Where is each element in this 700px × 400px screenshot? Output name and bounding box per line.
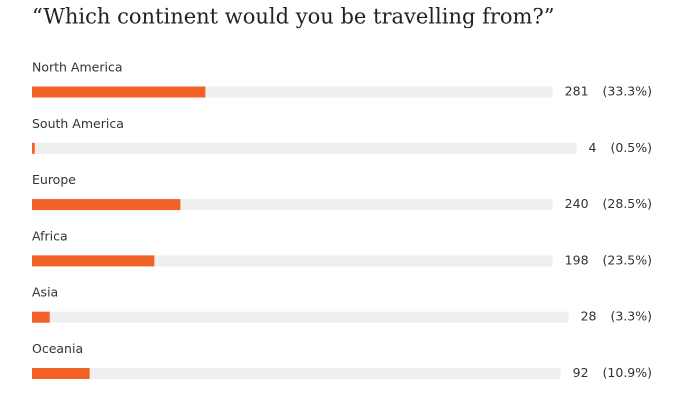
count-label: 92: [573, 365, 589, 380]
chart-title: “Which continent would you be travelling…: [32, 5, 554, 29]
category-label: South America: [32, 116, 124, 131]
percent-label: (0.5%): [610, 140, 652, 155]
count-label: 4: [589, 140, 597, 155]
category-label: Africa: [32, 228, 68, 243]
bar-track: [32, 368, 561, 379]
bar-track: [32, 311, 569, 323]
bar: [32, 199, 181, 211]
category-label: North America: [32, 60, 123, 75]
count-label: 198: [565, 252, 589, 267]
count-label: 240: [565, 196, 589, 211]
percent-label: (33.3%): [603, 84, 652, 99]
bar-track: [32, 86, 553, 98]
bar: [32, 368, 90, 379]
bar: [32, 142, 35, 154]
percent-label: (23.5%): [603, 252, 652, 267]
bar-track: [32, 199, 553, 211]
bar-track: [32, 255, 553, 267]
bar: [32, 86, 206, 98]
percent-label: (10.9%): [603, 365, 652, 380]
category-label: Asia: [32, 285, 58, 300]
category-label: Oceania: [32, 341, 83, 356]
bar: [32, 311, 50, 323]
percent-label: (3.3%): [610, 309, 652, 324]
percent-label: (28.5%): [603, 196, 652, 211]
category-label: Europe: [32, 172, 76, 187]
count-label: 28: [581, 309, 597, 324]
count-label: 281: [565, 84, 589, 99]
bar-track: [32, 142, 577, 154]
bar: [32, 255, 155, 267]
